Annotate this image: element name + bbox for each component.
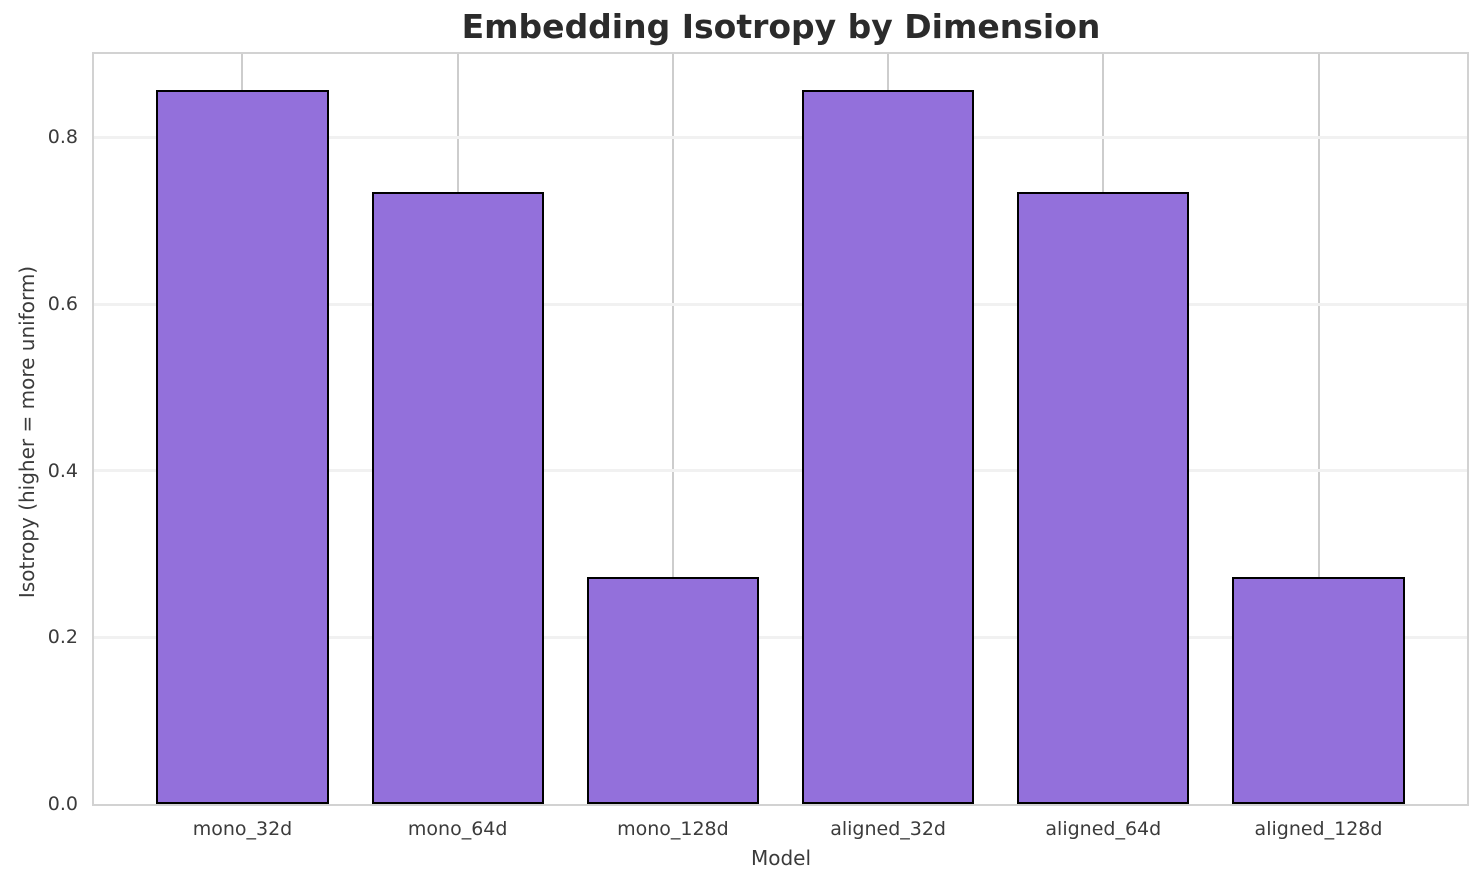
bar-mono_128d [586,577,759,804]
x-tick-label: aligned_64d [1045,818,1162,840]
bar-mono_32d [156,89,329,804]
gridline-horizontal [94,302,1467,306]
bar-aligned_32d [802,89,975,804]
x-tick-label: mono_32d [192,818,293,840]
y-axis-label: Isotropy (higher = more uniform) [15,265,39,599]
x-tick-label: mono_64d [407,818,508,840]
gridline-vertical [671,54,674,804]
x-tick-label: aligned_32d [830,818,946,840]
chart-title: Embedding Isotropy by Dimension [461,7,1101,46]
y-tick-label: 0.2 [47,626,78,649]
bar-aligned_128d [1232,577,1405,804]
y-tick-label: 0.4 [47,459,78,482]
y-tick-label: 0.8 [47,126,78,149]
bar-mono_64d [371,191,544,804]
x-tick-label: mono_128d [617,818,729,840]
x-axis-label: Model [750,846,812,870]
bar-aligned_64d [1017,191,1190,804]
plot-area [92,52,1469,806]
y-tick-label: 0.6 [47,293,78,315]
y-tick-label: 0.0 [47,793,78,815]
gridline-horizontal [94,469,1467,473]
gridline-horizontal [94,635,1467,639]
gridline-vertical [1317,54,1320,804]
x-tick-label: aligned_128d [1254,818,1383,840]
gridline-horizontal [94,135,1467,139]
